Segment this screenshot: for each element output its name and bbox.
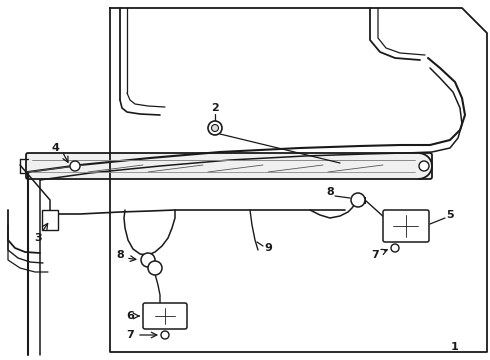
- Circle shape: [419, 161, 429, 171]
- Text: 7: 7: [126, 330, 134, 340]
- Text: 2: 2: [211, 103, 219, 113]
- Text: 5: 5: [446, 210, 454, 220]
- FancyBboxPatch shape: [143, 303, 187, 329]
- Text: 4: 4: [51, 143, 59, 153]
- Circle shape: [161, 331, 169, 339]
- Circle shape: [351, 193, 365, 207]
- Circle shape: [148, 261, 162, 275]
- Polygon shape: [110, 8, 487, 352]
- Circle shape: [212, 125, 219, 131]
- Circle shape: [141, 253, 155, 267]
- Circle shape: [208, 121, 222, 135]
- Text: 9: 9: [264, 243, 272, 253]
- Text: 6: 6: [126, 311, 134, 321]
- FancyBboxPatch shape: [26, 153, 432, 179]
- Circle shape: [391, 244, 399, 252]
- FancyBboxPatch shape: [42, 210, 58, 230]
- Text: 8: 8: [116, 250, 124, 260]
- FancyBboxPatch shape: [383, 210, 429, 242]
- Text: 8: 8: [326, 187, 334, 197]
- Text: 7: 7: [371, 250, 379, 260]
- Text: 3: 3: [34, 233, 42, 243]
- Text: 1: 1: [451, 342, 459, 352]
- Circle shape: [70, 161, 80, 171]
